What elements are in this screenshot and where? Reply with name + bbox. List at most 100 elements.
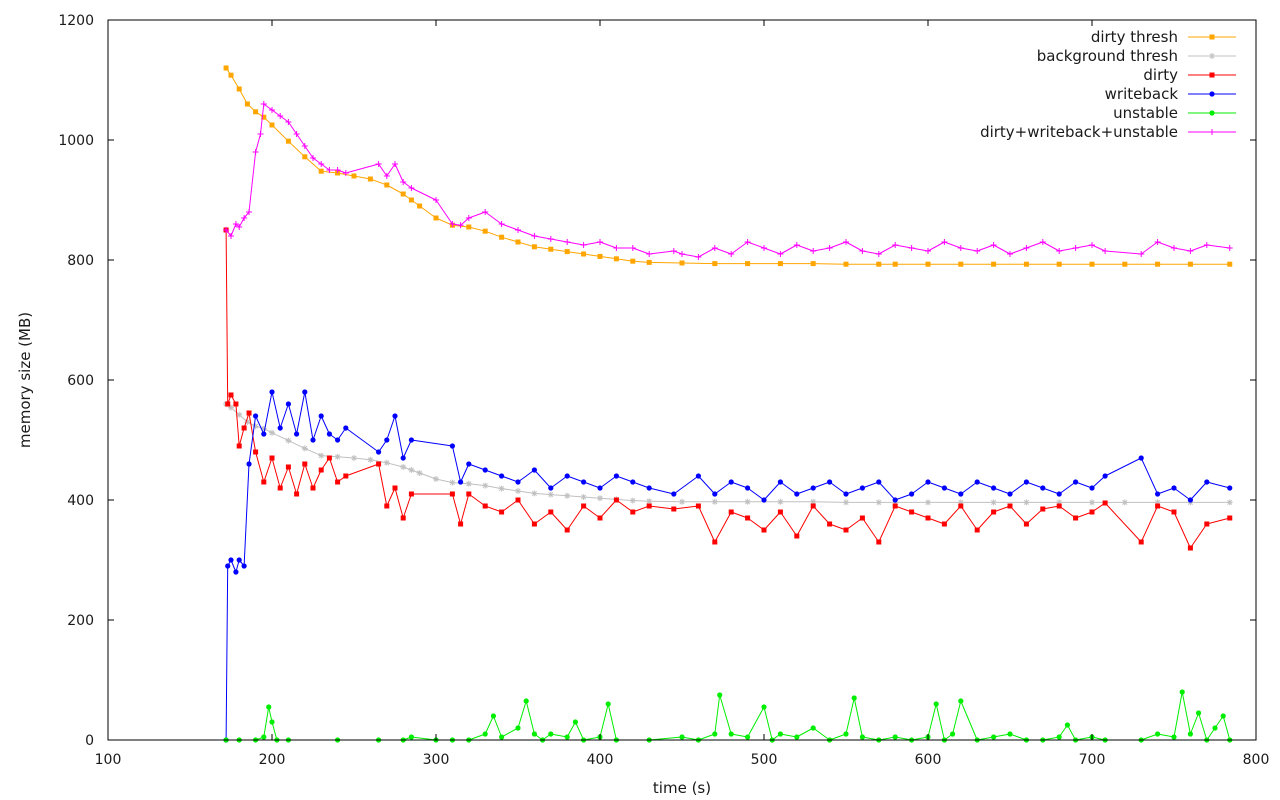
series-4-point-36 — [761, 704, 767, 710]
series-4-point-65 — [1171, 734, 1177, 740]
series-3-point-18 — [343, 425, 349, 431]
series-2-point-39 — [695, 503, 701, 509]
series-3-point-44 — [777, 479, 784, 485]
series-2-point-55 — [958, 503, 964, 509]
series-3-point-26 — [466, 461, 472, 467]
series-5-point-70 — [1187, 248, 1194, 254]
series-2-point-66 — [1155, 503, 1161, 509]
series-1-point-29 — [629, 497, 636, 504]
series-3-point-2 — [228, 557, 234, 563]
series-2-point-28 — [499, 509, 505, 515]
series-0-point-38 — [892, 261, 898, 267]
legend-marker-0 — [1209, 34, 1215, 40]
series-0-point-16 — [417, 203, 423, 209]
series-2-point-54 — [941, 521, 947, 527]
series-3-point-48 — [843, 491, 849, 497]
series-3-point-50 — [876, 479, 882, 485]
series-1-point-3 — [244, 419, 251, 425]
series-3-point-24 — [449, 443, 455, 449]
series-2-point-15 — [318, 467, 324, 473]
series-3-point-28 — [499, 473, 505, 479]
legend-item-5: dirty+writeback+unstable — [980, 123, 1236, 141]
series-2-point-40 — [712, 539, 718, 545]
series-1-point-4 — [252, 423, 259, 430]
series-2-point-49 — [859, 515, 865, 521]
series-5-point-27 — [465, 215, 472, 221]
series-1-point-27 — [597, 495, 603, 502]
series-0-point-47 — [1187, 261, 1193, 267]
series-4-point-20 — [531, 731, 538, 737]
series-3-point-67 — [1171, 485, 1177, 491]
series-1-point-12 — [367, 456, 374, 463]
series-3-point-47 — [827, 479, 833, 485]
series-4-point-35 — [745, 734, 751, 740]
series-3-point-46 — [810, 485, 816, 491]
series-5-point-55 — [925, 248, 931, 254]
series-2-point-26 — [466, 491, 472, 497]
series-0-point-7 — [285, 138, 291, 144]
y-axis-title: memory size (MB) — [16, 312, 34, 448]
series-2-point-11 — [285, 464, 291, 470]
series-0-point-9 — [318, 168, 324, 174]
series-0-point-35 — [810, 261, 816, 267]
series-3-point-38 — [671, 491, 677, 497]
series-2-point-20 — [384, 503, 390, 509]
series-3-point-19 — [376, 449, 382, 455]
series-0-point-17 — [433, 215, 439, 221]
series-3-point-53 — [925, 479, 931, 485]
series-0-point-32 — [712, 261, 718, 267]
series-2-point-68 — [1187, 545, 1193, 551]
series-0-point-48 — [1227, 261, 1233, 267]
series-0-point-24 — [548, 246, 554, 252]
series-3-point-16 — [326, 431, 332, 437]
series-1-point-10 — [334, 453, 341, 460]
series-4-point-32 — [712, 731, 718, 737]
series-4-point-51 — [950, 731, 956, 737]
series-1-point-23 — [531, 490, 538, 497]
series-5-point-67 — [1138, 251, 1145, 257]
series-4-point-22 — [548, 731, 554, 737]
series-0-point-25 — [564, 249, 570, 255]
series-5-point-71 — [1203, 242, 1210, 248]
series-3-point-6 — [246, 461, 252, 467]
series-2-point-42 — [745, 515, 751, 521]
series-0-point-36 — [843, 261, 849, 267]
series-0-point-13 — [384, 182, 390, 188]
series-3-point-59 — [1023, 479, 1029, 485]
y-tick-label-2: 400 — [67, 493, 94, 509]
series-3-point-62 — [1073, 479, 1079, 485]
x-tick-label-0: 100 — [95, 752, 122, 768]
series-5-point-33 — [564, 239, 571, 245]
series-5-point-30 — [515, 227, 521, 233]
series-2-point-10 — [277, 485, 283, 491]
series-2-point-3 — [233, 401, 239, 407]
series-5-point-66 — [1102, 248, 1109, 254]
series-4-point-64 — [1155, 731, 1161, 737]
series-0-point-20 — [482, 228, 488, 234]
series-4-point-46 — [892, 734, 898, 740]
series-3-point-17 — [335, 437, 341, 443]
series-5-point-39 — [670, 248, 677, 254]
series-1-point-41 — [990, 499, 997, 506]
series-5-point-10 — [277, 113, 284, 119]
series-2-point-4 — [236, 443, 242, 449]
series-3-point-55 — [958, 491, 964, 497]
series-line-2 — [225, 229, 1230, 549]
series-1-point-42 — [1023, 499, 1030, 506]
series-5-point-21 — [392, 161, 398, 167]
series-4-point-24 — [572, 719, 579, 725]
series-1-point-8 — [301, 445, 308, 452]
series-2-point-19 — [376, 461, 382, 467]
series-5-point-45 — [761, 245, 767, 251]
series-2-point-16 — [326, 455, 332, 461]
series-2-point-69 — [1204, 521, 1210, 527]
series-5-point-0 — [223, 227, 230, 233]
series-4-point-70 — [1212, 725, 1218, 731]
series-4-point-40 — [810, 725, 816, 731]
series-2-point-9 — [269, 455, 275, 461]
series-4-point-15 — [482, 731, 488, 737]
series-1-point-7 — [285, 437, 292, 444]
series-2-point-37 — [646, 503, 652, 509]
series-1 — [223, 401, 1233, 506]
series-5-point-13 — [301, 143, 308, 149]
